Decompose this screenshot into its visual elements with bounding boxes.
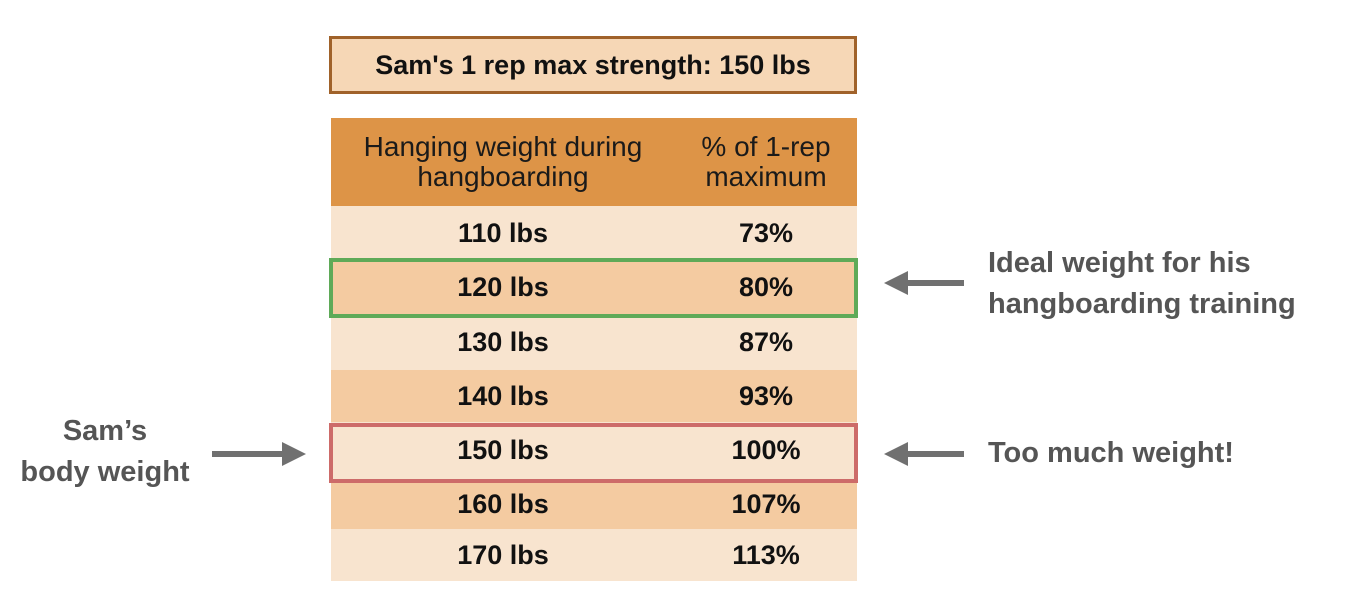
weight-cell: 160 lbs [457, 488, 549, 519]
weight-cell: 110 lbs [457, 217, 549, 248]
too-much-row-highlight [329, 423, 858, 483]
percent-cell: 87% [738, 327, 794, 357]
header-hanging-weight-line1: Hanging weight during [363, 131, 643, 162]
too-much-weight-note-text: Too much weight! [988, 437, 1234, 469]
ideal-weight-note-line1: Ideal weight for his [988, 247, 1251, 279]
percent-cell: 80% [738, 272, 794, 302]
ideal-weight-note-line2: hangboarding training [988, 288, 1296, 320]
table-row: 140 lbs 93% [331, 370, 857, 422]
header-percent-max: % of 1-rep maximum [675, 118, 857, 206]
percent-cell: 107% [731, 488, 801, 519]
table-row: 130 lbs 87% [331, 315, 857, 370]
percent-cell: 73% [738, 217, 794, 248]
body-weight-note: Sam’s body weight [10, 411, 200, 493]
header-hanging-weight-line2: hangboarding [417, 161, 589, 192]
weight-cell: 170 lbs [457, 539, 549, 570]
percent-cell: 113% [732, 539, 800, 570]
ideal-row-highlight [329, 258, 858, 318]
table-row: 160 lbs 107% [331, 479, 857, 529]
too-much-weight-note: Too much weight! [988, 433, 1234, 474]
table-row: 150 lbs 100% [331, 422, 857, 479]
header-percent-max-line2: maximum [705, 161, 827, 192]
table-row: 110 lbs 73% [331, 206, 857, 260]
right-arrow-icon [212, 442, 306, 466]
title-box: Sam's 1 rep max strength: 150 lbs [329, 36, 857, 94]
percent-cell: 93% [738, 380, 794, 411]
percent-cell: 100% [731, 435, 801, 465]
weights-table: Hanging weight during hangboarding % of … [331, 118, 857, 581]
ideal-weight-note: Ideal weight for his hangboarding traini… [988, 243, 1296, 325]
weight-cell: 130 lbs [457, 327, 549, 357]
header-hanging-weight: Hanging weight during hangboarding [331, 118, 675, 206]
body-weight-note-line1: Sam’s [62, 415, 148, 447]
table-row: 170 lbs 113% [331, 529, 857, 581]
weight-cell: 140 lbs [457, 380, 549, 411]
weight-cell: 150 lbs [457, 435, 549, 465]
table-header: Hanging weight during hangboarding % of … [331, 118, 857, 206]
body-weight-note-line2: body weight [20, 456, 190, 488]
weight-cell: 120 lbs [457, 272, 549, 302]
title-text: Sam's 1 rep max strength: 150 lbs [375, 49, 811, 80]
header-percent-max-line1: % of 1-rep [701, 131, 831, 162]
left-arrow-icon [884, 442, 964, 466]
left-arrow-icon [884, 271, 964, 295]
table-row: 120 lbs 80% [331, 260, 857, 315]
